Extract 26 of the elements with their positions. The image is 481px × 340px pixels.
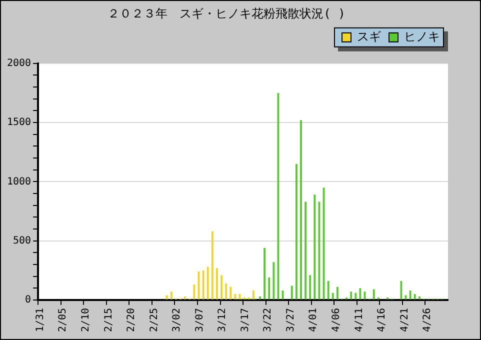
y-tick-label: 0 [25,294,32,306]
y-tick-label: 500 [13,235,32,246]
x-tick-label: 3/17 [240,308,251,332]
x-tick-label: 1/31 [34,308,46,332]
x-tick-label: 3/22 [262,308,274,332]
y-tick-label: 1000 [6,176,32,188]
chart-title: ２０２３年 スギ・ヒノキ花粉飛散状況( ) [108,6,346,20]
x-tick-label: 2/10 [80,308,92,332]
x-tick-label: 2/05 [58,308,69,332]
legend-label: スギ [357,30,381,44]
x-tick-label: 3/12 [217,308,228,332]
x-tick-label: 3/07 [194,308,206,332]
x-tick-label: 4/11 [354,308,365,332]
x-tick-label: 3/27 [285,308,296,332]
legend-label: ヒノキ [404,30,440,44]
y-tick-label: 2000 [6,58,32,69]
x-tick-label: 4/06 [331,308,342,332]
y-tick-label: 1500 [6,117,32,128]
x-tick-label: 3/02 [172,308,183,332]
x-tick-label: 4/26 [422,308,434,332]
x-tick-label: 4/21 [399,308,410,332]
x-tick-label: 4/01 [308,308,320,332]
x-tick-label: 2/25 [148,308,160,332]
x-tick-label: 4/16 [376,308,388,332]
x-tick-label: 2/20 [126,308,138,332]
x-tick-label: 2/15 [103,308,114,332]
